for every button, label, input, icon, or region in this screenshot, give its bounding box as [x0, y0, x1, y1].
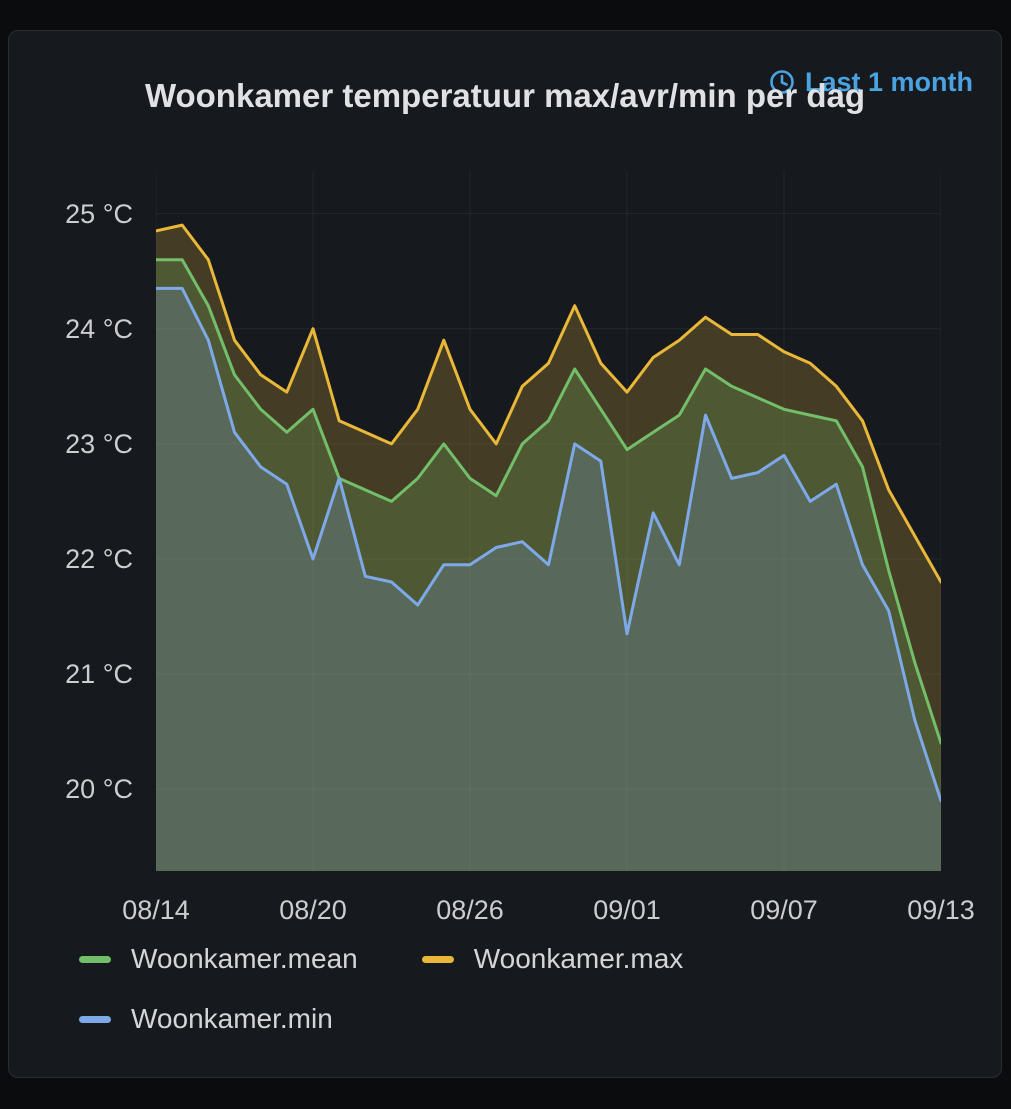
legend-label-max: Woonkamer.max: [473, 943, 684, 974]
legend-item-mean[interactable]: Woonkamer.mean: [79, 943, 358, 975]
y-axis-label: 23 °C: [65, 428, 133, 459]
x-axis-label: 08/26: [436, 895, 504, 925]
y-axis-label: 24 °C: [65, 313, 133, 344]
x-axis-label: 09/07: [750, 895, 818, 925]
legend-swatch-min: [79, 1015, 111, 1023]
legend-label-mean: Woonkamer.mean: [131, 943, 358, 974]
time-range-label: Last 1 month: [804, 66, 973, 97]
time-series-chart[interactable]: [156, 171, 941, 871]
chart-canvas: [156, 171, 941, 871]
legend-label-min: Woonkamer.min: [131, 1003, 333, 1034]
y-axis-label: 22 °C: [65, 543, 133, 574]
x-axis-label: 09/13: [907, 895, 975, 925]
legend: Woonkamer.mean Woonkamer.max Woonkamer.m…: [79, 943, 747, 1063]
y-axis-label: 21 °C: [65, 659, 133, 690]
legend-row: Woonkamer.mean Woonkamer.max: [79, 943, 747, 975]
legend-item-min[interactable]: Woonkamer.min: [79, 1003, 333, 1035]
y-axis-label: 20 °C: [65, 774, 133, 805]
clock-icon: [770, 70, 794, 94]
legend-swatch-mean: [79, 955, 111, 963]
panel-title: Woonkamer temperatuur max/avr/min per da…: [144, 77, 866, 114]
x-axis-label: 09/01: [593, 895, 661, 925]
legend-swatch-max: [421, 955, 454, 963]
panel-woonkamer-temperature: Last 1 month Woonkamer temperatuur max/a…: [8, 30, 1002, 1078]
time-range-picker[interactable]: Last 1 month: [769, 65, 973, 99]
y-axis-label: 25 °C: [65, 198, 133, 229]
x-axis-label: 08/14: [122, 895, 190, 925]
x-axis-label: 08/20: [279, 895, 347, 925]
legend-item-max[interactable]: Woonkamer.max: [421, 943, 684, 975]
legend-row: Woonkamer.min: [79, 1003, 747, 1035]
